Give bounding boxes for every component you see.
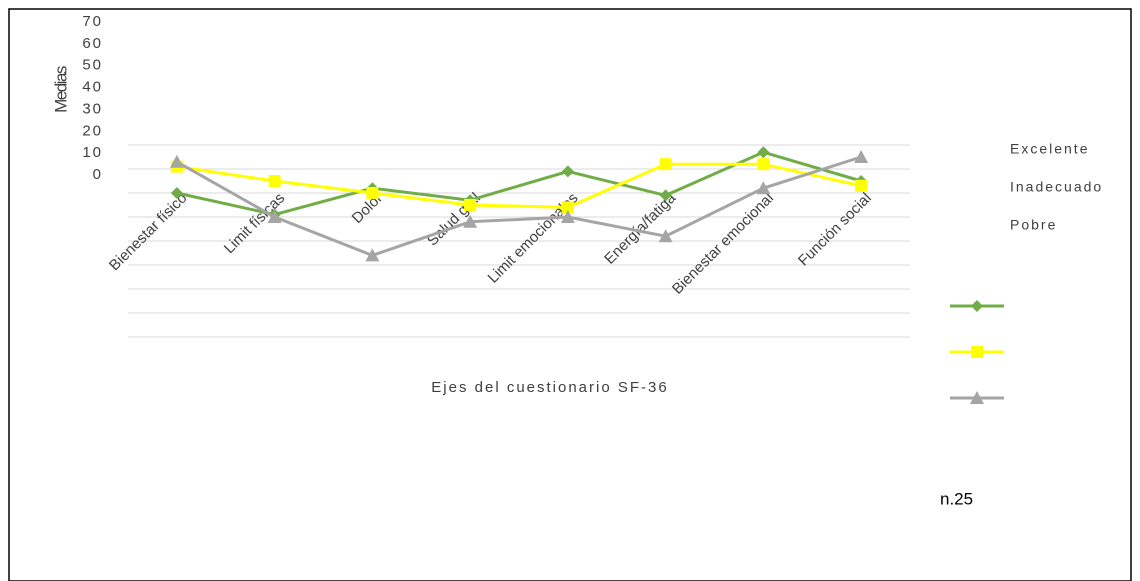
series-line: [176, 150, 862, 217]
point: [268, 175, 281, 187]
y-tick-label: 30: [82, 100, 103, 117]
point: [756, 181, 771, 195]
legend-label: Pobre: [1010, 217, 1057, 233]
point: [170, 187, 183, 199]
frame: [8, 8, 1132, 581]
series-line: [176, 155, 862, 257]
x-tick-label: Bienestar físico: [106, 190, 191, 275]
legend-marker: [970, 391, 984, 404]
y-tick-label: 40: [82, 79, 103, 96]
point: [463, 214, 478, 228]
legend-marker: [971, 346, 983, 358]
series-line: [176, 162, 862, 209]
x-tick-label: Función social: [795, 190, 875, 270]
point: [658, 229, 673, 243]
x-tick-label: Energía/fatiga: [601, 189, 680, 268]
point: [561, 165, 574, 178]
x-tick-label: Bienestar emocional: [669, 190, 777, 298]
point: [561, 201, 574, 214]
y-tick-label: 60: [82, 35, 103, 52]
legend-marker: [971, 300, 983, 312]
y-tick-label: 0: [93, 166, 103, 183]
note: n.25: [940, 489, 973, 508]
point: [659, 189, 672, 202]
point: [560, 210, 575, 223]
x-tick-label: Limit físicas: [221, 190, 288, 257]
point: [169, 154, 184, 168]
legend-label: Excelente: [1010, 141, 1089, 157]
point: [365, 248, 380, 262]
legend-label: Inadecuado: [1010, 179, 1103, 195]
point: [659, 158, 672, 171]
point: [267, 210, 282, 223]
y-tick-label: 20: [82, 122, 103, 139]
y-axis-title: Medias: [51, 66, 70, 113]
point: [464, 199, 477, 211]
x-axis-title: Ejes del cuestionario SF-36: [431, 379, 668, 396]
point: [757, 146, 770, 159]
point: [854, 150, 869, 163]
point: [855, 179, 868, 192]
point: [366, 187, 379, 199]
y-tick-label: 50: [82, 57, 103, 74]
y-tick-label: 10: [82, 144, 103, 161]
point: [757, 158, 770, 171]
y-tick-label: 70: [82, 13, 103, 30]
